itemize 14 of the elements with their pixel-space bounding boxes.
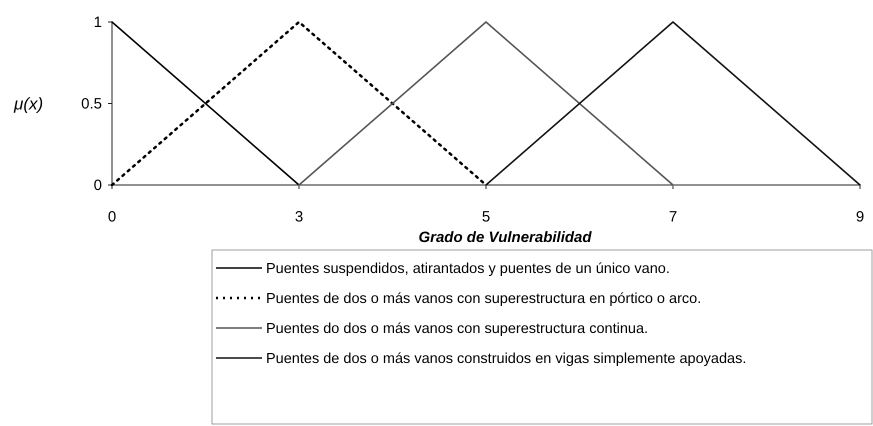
legend-label: Puentes do dos o más vanos con superestructura continua. bbox=[266, 321, 648, 337]
x-tick-label: 0 bbox=[108, 208, 116, 226]
y-tick-label: 0.5 bbox=[81, 95, 102, 112]
x-tick-label: 3 bbox=[294, 208, 304, 226]
y-tick-label: 1 bbox=[94, 14, 102, 31]
legend-label: Puentes de dos o más vanos con superestructura en pórtico o arco. bbox=[266, 291, 702, 307]
x-tick-label: 5 bbox=[482, 208, 490, 226]
y-tick-label: 0 bbox=[94, 176, 102, 194]
x-axis-title: Grado de Vulnerabilidad bbox=[418, 229, 592, 246]
x-tick-label: 9 bbox=[856, 208, 864, 226]
legend-label: Puentes suspendidos, atirantados y puentes de un único vano. bbox=[266, 261, 670, 277]
legend-label: Puentes de dos o más vanos construidos en vigas simplemente apoyadas. bbox=[266, 351, 746, 367]
x-tick-label: 7 bbox=[668, 208, 678, 226]
y-axis-title: μ(x) bbox=[13, 94, 44, 114]
